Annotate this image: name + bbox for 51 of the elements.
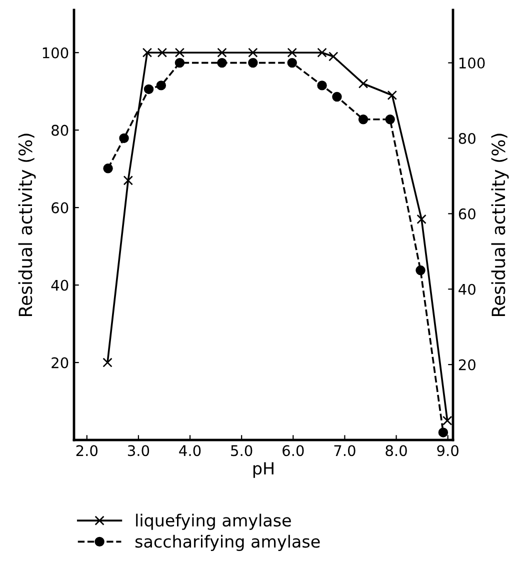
y-tick-label: 60 (52, 202, 68, 214)
point (387, 90, 398, 100)
point (332, 92, 342, 102)
y-tick-label: 20 (52, 357, 68, 368)
point (317, 80, 327, 90)
x-axis-title: pH (253, 462, 274, 478)
point (144, 84, 154, 94)
point (328, 52, 338, 62)
point (217, 48, 227, 58)
point (385, 114, 395, 124)
y2-tick-label: 40 (458, 284, 476, 295)
point (123, 176, 134, 186)
point (156, 80, 166, 90)
x-tick-label: 5.0 (231, 445, 252, 456)
x-tick-label: 9.0 (437, 445, 458, 456)
y-axis-title: Residual activity (%) (18, 134, 36, 316)
legend-label: saccharifying amylase (135, 534, 320, 551)
x-tick-label: 8.0 (386, 445, 407, 456)
point (416, 214, 426, 224)
y2-tick-label: 60 (458, 208, 476, 220)
point (287, 58, 297, 68)
x-tick-label: 2.0 (76, 445, 98, 456)
point (157, 48, 168, 58)
y-tick-label: 100 (42, 47, 68, 58)
point (142, 48, 152, 58)
y-tick-label: 40 (51, 280, 68, 291)
point (358, 78, 368, 88)
y2-tick-label: 100 (459, 58, 485, 69)
point (174, 48, 185, 58)
x-tick-label: 6.0 (282, 445, 304, 456)
y2-axis-title: Residual activity (%) (491, 134, 509, 316)
point (442, 416, 452, 426)
point (287, 48, 297, 58)
y-tick-label: 80 (52, 124, 68, 136)
point (217, 58, 227, 68)
y2-tick-label: 80 (458, 132, 476, 144)
x-tick-label: 7.0 (334, 445, 356, 456)
point (317, 48, 327, 58)
point (103, 164, 113, 174)
point (416, 265, 426, 276)
x-tick-label: 4.0 (179, 445, 201, 456)
point (102, 358, 112, 368)
legend-label: liquefying amylase (136, 514, 291, 530)
point (248, 58, 258, 68)
point (358, 114, 368, 124)
point (119, 133, 129, 144)
point (438, 428, 448, 438)
x-tick-label: 3.0 (128, 445, 150, 456)
point (248, 48, 258, 58)
y2-tick-label: 20 (458, 359, 476, 370)
point (174, 58, 185, 68)
